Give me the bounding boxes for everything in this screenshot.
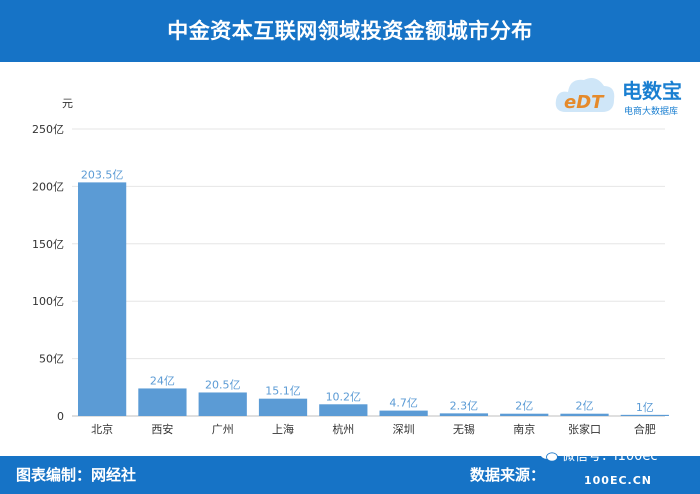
bar-7	[439, 413, 489, 416]
watermark-text: 100EC.CN	[584, 474, 653, 487]
bar-5	[319, 404, 368, 416]
x-tick-label: 广州	[212, 423, 234, 436]
x-tick-label: 张家口	[568, 422, 601, 436]
y-tick-label: 200亿	[32, 180, 64, 193]
edt-logo: eDT 电数宝 电商大数据库	[552, 66, 692, 126]
plot-area: 元 0 50亿 100亿 150亿 200亿 250亿 203.5亿 北京 24亿西安 20.5亿广…	[0, 62, 700, 456]
data-label: 2.3亿	[450, 399, 479, 412]
chart-title: 中金资本互联网领域投资金额城市分布	[167, 19, 533, 43]
x-tick-label: 北京	[91, 422, 113, 436]
cloud-logo-icon: eDT 电数宝 电商大数据库	[555, 78, 682, 117]
header-bar: 中金资本互联网领域投资金额城市分布	[0, 0, 700, 62]
bar-4	[258, 398, 308, 416]
wechat-icon	[540, 449, 558, 462]
data-label: 15.1亿	[265, 385, 301, 398]
x-tick-label: 合肥	[634, 422, 656, 436]
data-label: 4.7亿	[389, 397, 418, 410]
y-tick-label: 100亿	[32, 295, 64, 308]
data-label: 20.5亿	[205, 378, 241, 391]
footer-source-editor: 图表编制：网经社	[16, 466, 137, 484]
y-tick-label: 50亿	[39, 353, 64, 366]
bar-2	[138, 388, 187, 416]
bar-10	[620, 414, 669, 416]
wechat-label: 微信号：i100ec	[562, 449, 658, 464]
x-tick-label: 杭州	[332, 422, 354, 436]
logo-tagline: 电商大数据库	[624, 105, 678, 117]
x-tick-label: 西安	[151, 422, 173, 436]
logo-name: 电数宝	[622, 79, 682, 103]
data-label: 203.5亿	[81, 168, 124, 181]
data-label: 2亿	[515, 400, 533, 413]
bar-6	[379, 410, 428, 416]
data-label: 24亿	[150, 374, 175, 387]
x-tick-label: 南京	[513, 422, 535, 436]
y-axis-label: 元	[62, 97, 73, 110]
data-label: 1亿	[636, 401, 654, 414]
y-tick-label: 150亿	[32, 238, 64, 251]
wechat-badge: 微信号：i100ec	[540, 444, 658, 470]
bar-9	[560, 413, 609, 416]
y-tick-label: 250亿	[32, 123, 64, 136]
logo-mark: eDT	[564, 92, 605, 113]
x-tick-label: 上海	[272, 422, 294, 436]
bar-3	[198, 392, 247, 416]
data-label: 10.2亿	[326, 390, 362, 403]
x-tick-label: 无锡	[453, 422, 475, 436]
footer-bar: 图表编制：网经社 数据来源：	[0, 456, 700, 494]
bar-1	[78, 182, 127, 416]
x-tick-label: 深圳	[393, 423, 415, 436]
footer-data-source: 数据来源：	[470, 466, 546, 484]
y-tick-label: 0	[57, 410, 64, 423]
data-label: 2亿	[576, 400, 594, 413]
bar-8	[500, 413, 549, 416]
